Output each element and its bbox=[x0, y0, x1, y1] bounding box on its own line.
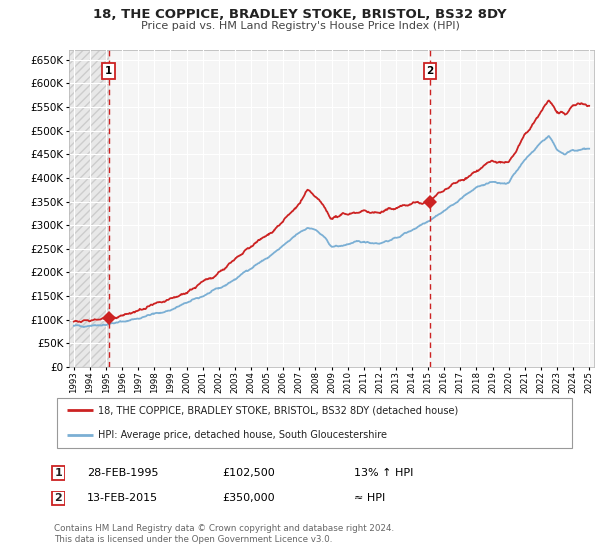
Text: 18, THE COPPICE, BRADLEY STOKE, BRISTOL, BS32 8DY: 18, THE COPPICE, BRADLEY STOKE, BRISTOL,… bbox=[93, 8, 507, 21]
FancyBboxPatch shape bbox=[52, 491, 65, 506]
Text: Price paid vs. HM Land Registry's House Price Index (HPI): Price paid vs. HM Land Registry's House … bbox=[140, 21, 460, 31]
Text: 13-FEB-2015: 13-FEB-2015 bbox=[87, 493, 158, 503]
Text: Contains HM Land Registry data © Crown copyright and database right 2024.
This d: Contains HM Land Registry data © Crown c… bbox=[54, 524, 394, 544]
Text: 28-FEB-1995: 28-FEB-1995 bbox=[87, 468, 158, 478]
FancyBboxPatch shape bbox=[52, 466, 65, 480]
Bar bbox=[66, 50, 109, 367]
Text: 18, THE COPPICE, BRADLEY STOKE, BRISTOL, BS32 8DY (detached house): 18, THE COPPICE, BRADLEY STOKE, BRISTOL,… bbox=[98, 405, 458, 416]
Text: HPI: Average price, detached house, South Gloucestershire: HPI: Average price, detached house, Sout… bbox=[98, 430, 388, 440]
FancyBboxPatch shape bbox=[56, 398, 572, 448]
Bar bbox=[66, 50, 109, 367]
Text: ≈ HPI: ≈ HPI bbox=[354, 493, 385, 503]
Text: 2: 2 bbox=[427, 66, 434, 76]
Text: £102,500: £102,500 bbox=[222, 468, 275, 478]
Text: 13% ↑ HPI: 13% ↑ HPI bbox=[354, 468, 413, 478]
Text: 1: 1 bbox=[105, 66, 112, 76]
Text: 2: 2 bbox=[54, 493, 62, 503]
Text: £350,000: £350,000 bbox=[222, 493, 275, 503]
Text: 1: 1 bbox=[54, 468, 62, 478]
